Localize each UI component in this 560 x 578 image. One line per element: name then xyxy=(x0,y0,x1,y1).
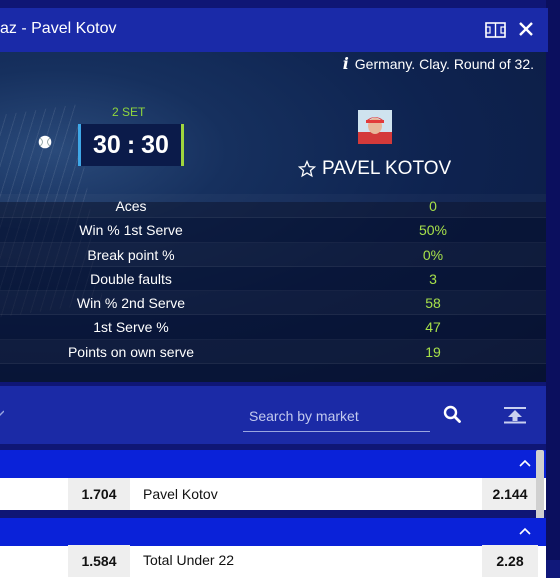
market-group-header[interactable] xyxy=(0,518,546,546)
window-edge xyxy=(546,0,560,560)
score-right: 30 xyxy=(141,130,169,159)
chevron-up-icon[interactable] xyxy=(519,527,531,535)
stat-label: Break point % xyxy=(87,246,175,263)
market-toolbar xyxy=(0,386,546,444)
market-outcome-name: Total Under 22 xyxy=(143,552,235,568)
odd-button-right[interactable]: 2.144 xyxy=(482,478,538,510)
chevron-down-icon[interactable] xyxy=(0,408,4,418)
score-left: 30 xyxy=(93,130,121,159)
stat-value: 0% xyxy=(422,246,444,263)
stat-value: 50% xyxy=(418,222,448,239)
search-box xyxy=(243,402,430,432)
tournament-info-text: Germany. Clay. Round of 32. xyxy=(354,55,534,72)
search-input[interactable] xyxy=(243,402,430,430)
stat-row: Win % 2nd Serve 58 xyxy=(0,291,546,316)
odd-button-right[interactable]: 2.28 xyxy=(482,545,538,577)
market-row: 1.584 Total Under 22 2.28 xyxy=(0,545,546,578)
search-icon[interactable] xyxy=(443,405,461,423)
field-icon[interactable] xyxy=(485,22,506,38)
stats-shade xyxy=(0,202,546,382)
stat-label: Points on own serve xyxy=(67,343,195,360)
odd-button-left[interactable]: 1.704 xyxy=(68,478,130,510)
stat-value: 58 xyxy=(425,295,441,312)
tennis-ball-icon xyxy=(38,135,52,149)
stat-label: Double faults xyxy=(90,270,172,287)
player-name: PAVEL KOTOV xyxy=(298,158,451,180)
odd-button-left[interactable]: 1.584 xyxy=(68,545,130,577)
set-label: 2 SET xyxy=(112,105,146,119)
stat-row: Aces 0 xyxy=(0,194,546,219)
stat-row: Break point % 0% xyxy=(0,243,546,267)
stat-row: Double faults 3 xyxy=(0,267,546,292)
stat-label: Win % 1st Serve xyxy=(79,222,183,239)
stat-value: 3 xyxy=(429,270,437,287)
star-icon[interactable] xyxy=(298,160,316,178)
chevron-up-icon[interactable] xyxy=(519,459,531,467)
stat-row: 1st Serve % 47 xyxy=(0,315,546,340)
stat-value: 47 xyxy=(425,319,441,336)
player-avatar xyxy=(358,110,392,144)
match-header: az - Pavel Kotov xyxy=(0,8,548,52)
stat-value: 19 xyxy=(425,343,441,360)
market-outcome-name: Pavel Kotov xyxy=(143,486,218,502)
game-score: 30 : 30 xyxy=(78,124,184,166)
stat-row: Win % 1st Serve 50% xyxy=(0,218,546,243)
info-icon: i xyxy=(342,54,349,73)
stat-label: Win % 2nd Serve xyxy=(76,295,186,312)
market-group-header[interactable] xyxy=(0,450,546,478)
stat-label: Aces xyxy=(115,198,147,214)
close-icon[interactable] xyxy=(516,19,536,39)
stat-label: 1st Serve % xyxy=(93,319,169,336)
stats-table: Aces 0 Win % 1st Serve 50% Break point %… xyxy=(0,194,546,365)
scrollbar[interactable] xyxy=(536,450,544,522)
player-name-text: PAVEL KOTOV xyxy=(322,158,452,179)
scoreboard: i Germany. Clay. Round of 32. 2 SET 30 :… xyxy=(0,52,546,382)
stat-value: 0 xyxy=(429,198,437,214)
match-title: az - Pavel Kotov xyxy=(0,20,117,37)
market-row: 1.704 Pavel Kotov 2.144 xyxy=(0,478,546,510)
score-separator: : xyxy=(126,130,136,159)
tournament-info: i Germany. Clay. Round of 32. xyxy=(343,54,534,73)
upload-icon[interactable] xyxy=(503,406,527,424)
stat-row: Points on own serve 19 xyxy=(0,340,546,365)
